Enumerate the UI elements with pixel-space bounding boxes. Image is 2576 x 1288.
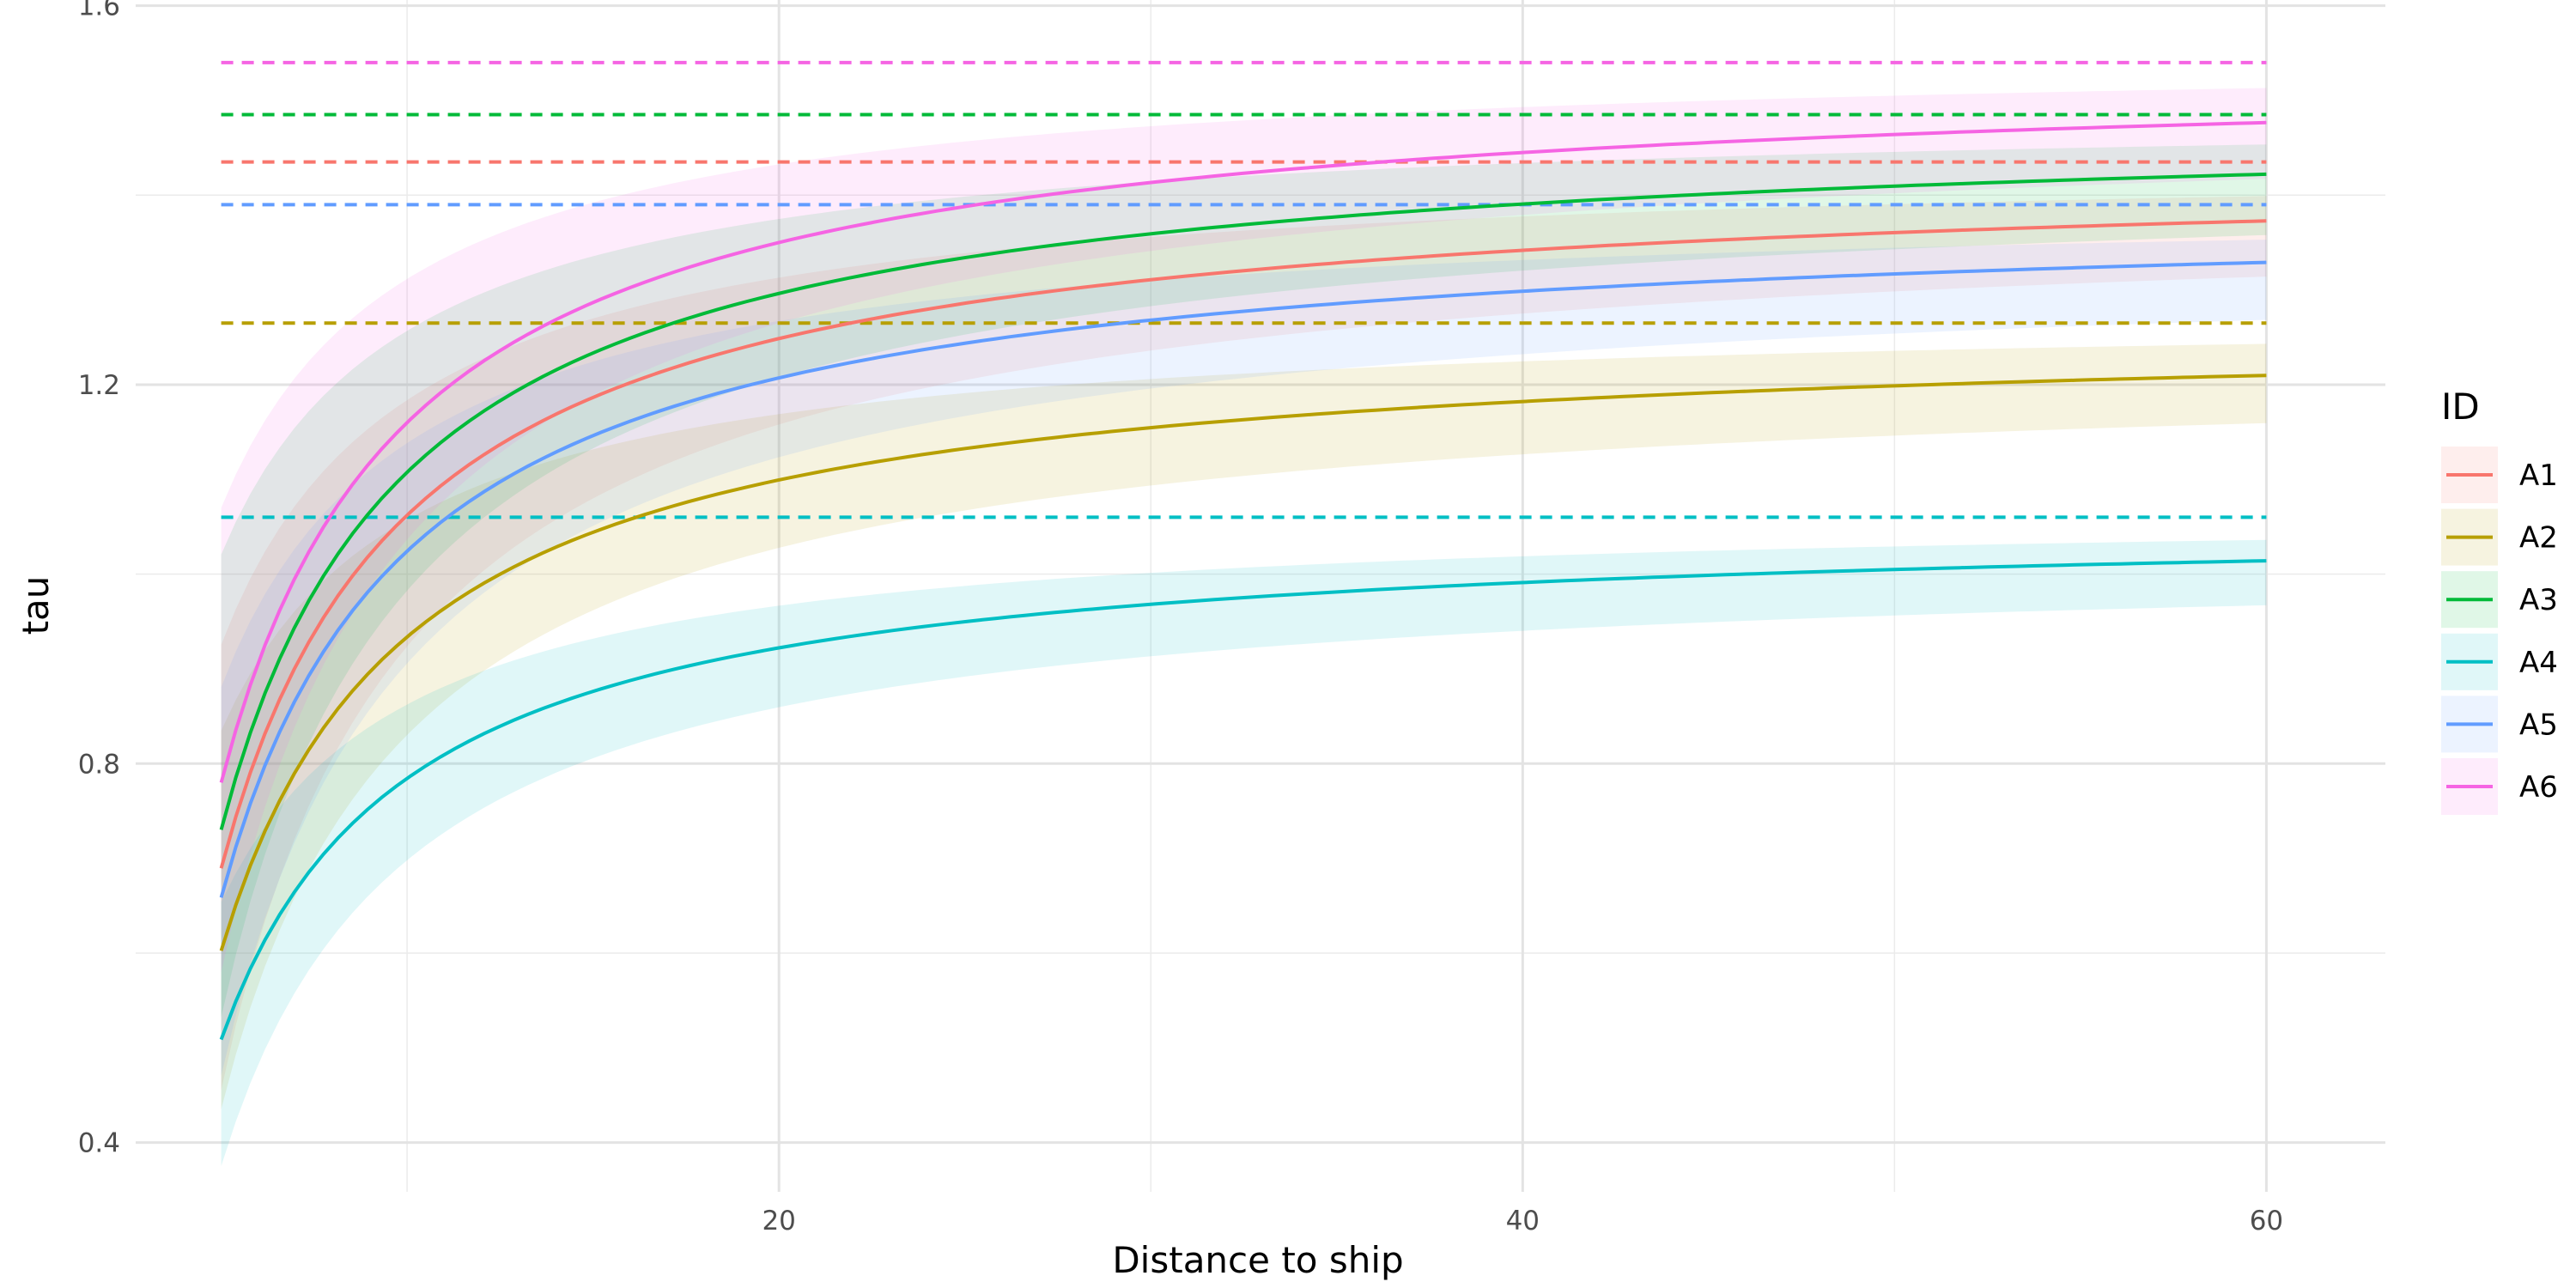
grid-major bbox=[136, 0, 2385, 1192]
legend-title: ID bbox=[2441, 386, 2480, 428]
band-A3 bbox=[221, 144, 2267, 1018]
legend: ID A1 A2 A3 A4 A5 A6 bbox=[2441, 386, 2558, 815]
x-axis-title: Distance to ship bbox=[1112, 1239, 1403, 1281]
band-A2 bbox=[221, 343, 2267, 1109]
legend-label-A6: A6 bbox=[2519, 770, 2558, 805]
tick-labels: 20 40 60 0.4 0.8 1.2 1.6 bbox=[78, 0, 2283, 1236]
line-A1 bbox=[219, 219, 2267, 869]
legend-items: A1 A2 A3 A4 A5 A6 bbox=[2441, 447, 2558, 815]
y-tick-label: 1.6 bbox=[78, 0, 120, 22]
legend-label-A1: A1 bbox=[2519, 459, 2558, 493]
asymptote-lines bbox=[221, 60, 2267, 519]
y-tick-label: 1.2 bbox=[78, 370, 120, 401]
legend-label-A5: A5 bbox=[2519, 708, 2558, 742]
x-tick-label: 20 bbox=[762, 1206, 795, 1236]
line-A2 bbox=[219, 374, 2267, 951]
x-tick-label: 40 bbox=[1506, 1206, 1540, 1236]
legend-label-A3: A3 bbox=[2519, 583, 2558, 617]
band-A5 bbox=[221, 240, 2267, 1076]
y-axis-title: tau bbox=[15, 576, 57, 635]
band-A4 bbox=[221, 539, 2267, 1166]
line-A4 bbox=[219, 559, 2267, 1041]
y-tick-label: 0.4 bbox=[78, 1128, 120, 1159]
grid-minor bbox=[136, 0, 2385, 1192]
line-A3 bbox=[219, 172, 2267, 830]
series-lines bbox=[219, 120, 2267, 1041]
band-A1 bbox=[221, 196, 2267, 1091]
band-A6 bbox=[221, 88, 2267, 972]
line-A5 bbox=[219, 260, 2267, 898]
y-tick-label: 0.8 bbox=[78, 749, 120, 780]
x-tick-label: 60 bbox=[2250, 1206, 2283, 1236]
confidence-bands bbox=[221, 88, 2267, 1166]
legend-label-A2: A2 bbox=[2519, 521, 2558, 556]
line-A6 bbox=[219, 120, 2267, 783]
legend-label-A4: A4 bbox=[2519, 646, 2558, 680]
